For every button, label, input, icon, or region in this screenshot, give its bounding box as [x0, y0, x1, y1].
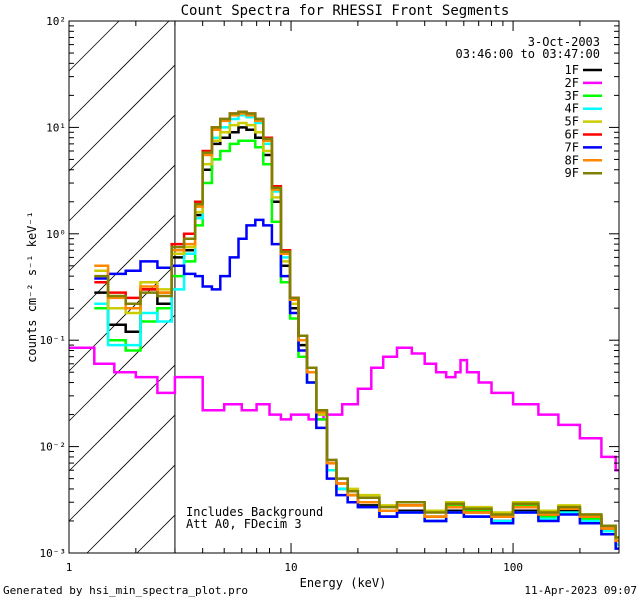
legend-time-range: 03:46:00 to 03:47:00 — [456, 47, 601, 61]
x-tick-label: 100 — [503, 561, 523, 574]
hatch-line — [68, 264, 176, 372]
y-tick-label: 10⁰ — [46, 228, 66, 241]
hatch-line — [68, 414, 176, 522]
series-3F — [94, 139, 619, 543]
annotation-background: Includes Background — [186, 505, 323, 519]
legend-label-3F: 3F — [565, 89, 579, 103]
y-tick-label: 10¹ — [46, 121, 66, 134]
plot-frame — [68, 20, 620, 554]
hatch-line — [68, 114, 176, 222]
y-axis-label: counts cm⁻² s⁻¹ keV⁻¹ — [25, 211, 39, 363]
y-tick-label: 10⁻¹ — [40, 334, 67, 347]
hatch-line — [68, 20, 120, 72]
x-axis-label: Energy (keV) — [300, 576, 387, 590]
hatched-region — [68, 20, 176, 554]
axis-ticks: 1 10 100 10⁻³ 10⁻² 10⁻¹ 10⁰ 10¹ 10² — [40, 15, 620, 574]
hatch-line — [68, 164, 176, 272]
legend-label-2F: 2F — [565, 76, 579, 90]
annotation-attenuator: Att A0, FDecim 3 — [186, 517, 302, 531]
series-8F — [94, 112, 619, 543]
y-tick-label: 10⁻² — [40, 441, 67, 454]
legend-label-1F: 1F — [565, 63, 579, 77]
legend-date: 3-Oct-2003 — [528, 35, 600, 49]
x-tick-label: 1 — [66, 561, 73, 574]
legend-label-6F: 6F — [565, 128, 579, 142]
series-2F — [69, 346, 619, 472]
hatch-line — [68, 20, 170, 122]
hatch-line — [68, 214, 176, 322]
legend-label-9F: 9F — [565, 166, 579, 180]
series-1F — [94, 126, 619, 546]
series-group — [69, 110, 619, 550]
hatch-line — [86, 464, 176, 554]
legend-label-8F: 8F — [565, 153, 579, 167]
footer-generated-by: Generated by hsi_min_spectra_plot.pro — [3, 584, 248, 597]
y-tick-label: 10⁻³ — [40, 547, 67, 560]
hatch-line — [136, 514, 176, 554]
legend-label-7F: 7F — [565, 140, 579, 154]
chart-title: Count Spectra for RHESSI Front Segments — [181, 3, 510, 19]
series-6F — [94, 110, 619, 543]
x-tick-label: 10 — [284, 561, 297, 574]
y-tick-label: 10² — [46, 15, 66, 28]
legend-label-5F: 5F — [565, 115, 579, 129]
hatch-line — [68, 364, 176, 472]
footer-date: 11-Apr-2023 09:07 — [524, 584, 637, 597]
series-9F — [94, 110, 619, 539]
hatch-line — [68, 314, 176, 422]
legend-label-4F: 4F — [565, 102, 579, 116]
series-5F — [94, 121, 619, 539]
hatch-line — [68, 64, 176, 172]
series-4F — [94, 114, 619, 546]
